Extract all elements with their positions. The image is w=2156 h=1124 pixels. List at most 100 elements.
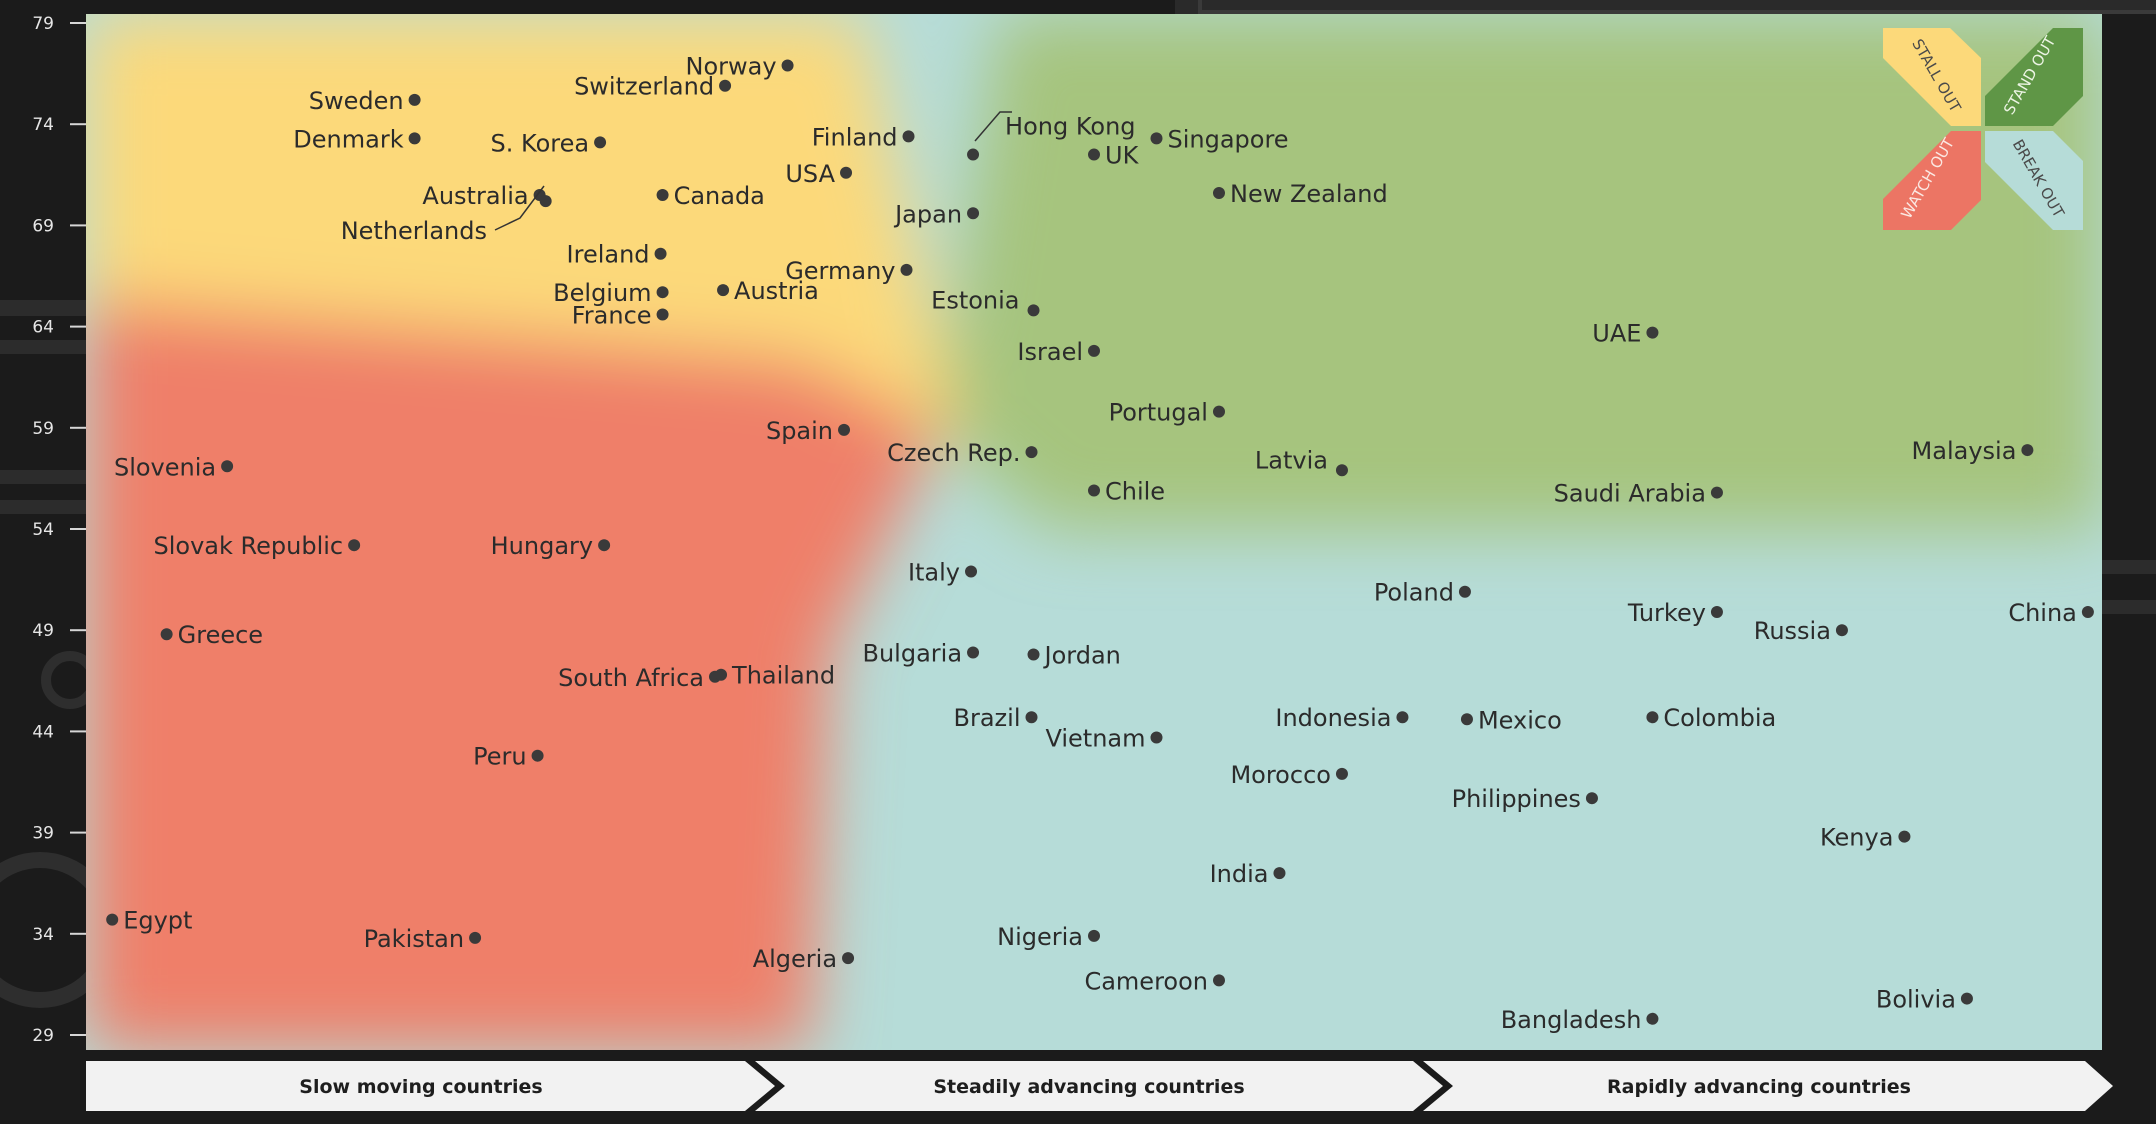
label-finland: Finland [812,123,898,151]
point-kenya [1898,830,1911,843]
background-decoration [0,0,2156,1008]
point-hong-kong [967,148,980,161]
banner-slow-moving [86,1061,775,1111]
point-turkey [1710,605,1723,618]
y-tick-label: 59 [32,419,54,439]
label-china: China [2008,599,2077,627]
label-thailand: Thailand [731,662,835,690]
leader-lines [494,111,1012,231]
banner-slow-moving-label: Slow moving countries [299,1076,542,1098]
point-peru [531,749,544,762]
quadrant-background [86,14,2102,1050]
label-s-korea: S. Korea [491,129,590,157]
label-south-africa: South Africa [558,664,704,692]
label-usa: USA [785,160,835,188]
y-tick-label: 49 [32,621,54,641]
point-indonesia [1396,711,1409,724]
point-mexico [1460,713,1473,726]
label-uae: UAE [1592,320,1641,348]
label-spain: Spain [766,417,833,445]
point-colombia [1646,711,1659,724]
label-hong-kong: Hong Kong [1005,113,1135,141]
label-india: India [1210,860,1269,888]
label-morocco: Morocco [1230,761,1331,789]
point-israel [1088,344,1100,357]
point-morocco [1335,767,1348,780]
label-poland: Poland [1374,579,1454,607]
point-new-zealand [1212,187,1225,200]
y-tick-label: 44 [32,722,54,742]
point-philippines [1585,792,1598,805]
point-france [656,308,669,321]
point-uk [1088,148,1100,161]
label-denmark: Denmark [293,125,403,153]
banner-steadily-advancing-label: Steadily advancing countries [933,1076,1244,1098]
label-algeria: Algeria [753,945,837,973]
label-portugal: Portugal [1109,399,1208,427]
point-saudi-arabia [1710,486,1723,499]
label-russia: Russia [1754,617,1831,645]
y-tick-label: 29 [32,1026,54,1046]
point-canada [656,189,669,202]
label-turkey: Turkey [1627,599,1706,627]
point-thailand [715,668,728,681]
point-poland [1458,585,1471,598]
point-estonia [1027,304,1040,317]
point-greece [160,628,173,641]
banner-steadily-advancing [755,1061,1443,1111]
label-sweden: Sweden [309,87,404,115]
label-brazil: Brazil [954,704,1021,732]
point-brazil [1025,711,1038,724]
point-czech-rep [1025,446,1038,459]
point-germany [900,263,913,276]
label-mexico: Mexico [1478,706,1562,734]
y-tick-label: 64 [32,318,54,338]
point-russia [1835,624,1848,637]
label-canada: Canada [674,182,765,210]
label-philippines: Philippines [1452,785,1581,813]
y-tick-label: 39 [32,824,54,844]
label-saudi-arabia: Saudi Arabia [1554,480,1706,508]
label-colombia: Colombia [1663,704,1776,732]
point-cameroon [1212,974,1225,987]
point-pakistan [469,931,482,944]
label-vietnam: Vietnam [1045,724,1145,752]
label-pakistan: Pakistan [364,925,465,953]
point-austria [717,284,730,297]
y-tick-label: 34 [32,925,54,945]
label-bulgaria: Bulgaria [863,639,963,667]
legend-break-out: BREAK OUT [1985,131,2083,230]
label-hungary: Hungary [491,532,593,560]
label-cameroon: Cameroon [1084,967,1208,995]
label-slovak-republic: Slovak Republic [154,532,344,560]
label-greece: Greece [178,621,263,649]
y-tick-label: 74 [32,115,54,135]
point-nigeria [1088,929,1100,942]
label-australia: Australia [422,182,528,210]
point-japan [967,207,980,220]
y-tick-label: 79 [32,14,54,34]
label-estonia: Estonia [931,286,1019,314]
label-israel: Israel [1017,338,1083,366]
point-china [2081,605,2094,618]
point-italy [965,565,978,578]
label-singapore: Singapore [1167,125,1288,153]
point-india [1273,867,1286,880]
point-belgium [656,286,669,299]
point-ireland [654,247,667,260]
point-uae [1646,326,1659,339]
label-austria: Austria [734,277,819,305]
point-vietnam [1150,731,1163,744]
point-jordan [1027,648,1040,661]
label-france: France [572,301,652,329]
point-latvia [1335,464,1348,477]
label-germany: Germany [785,257,895,285]
point-singapore [1150,132,1163,145]
point-slovak-republic [348,539,361,552]
label-kenya: Kenya [1820,824,1893,852]
point-algeria [842,952,855,965]
label-jordan: Jordan [1043,641,1121,669]
point-chile [1088,484,1100,497]
